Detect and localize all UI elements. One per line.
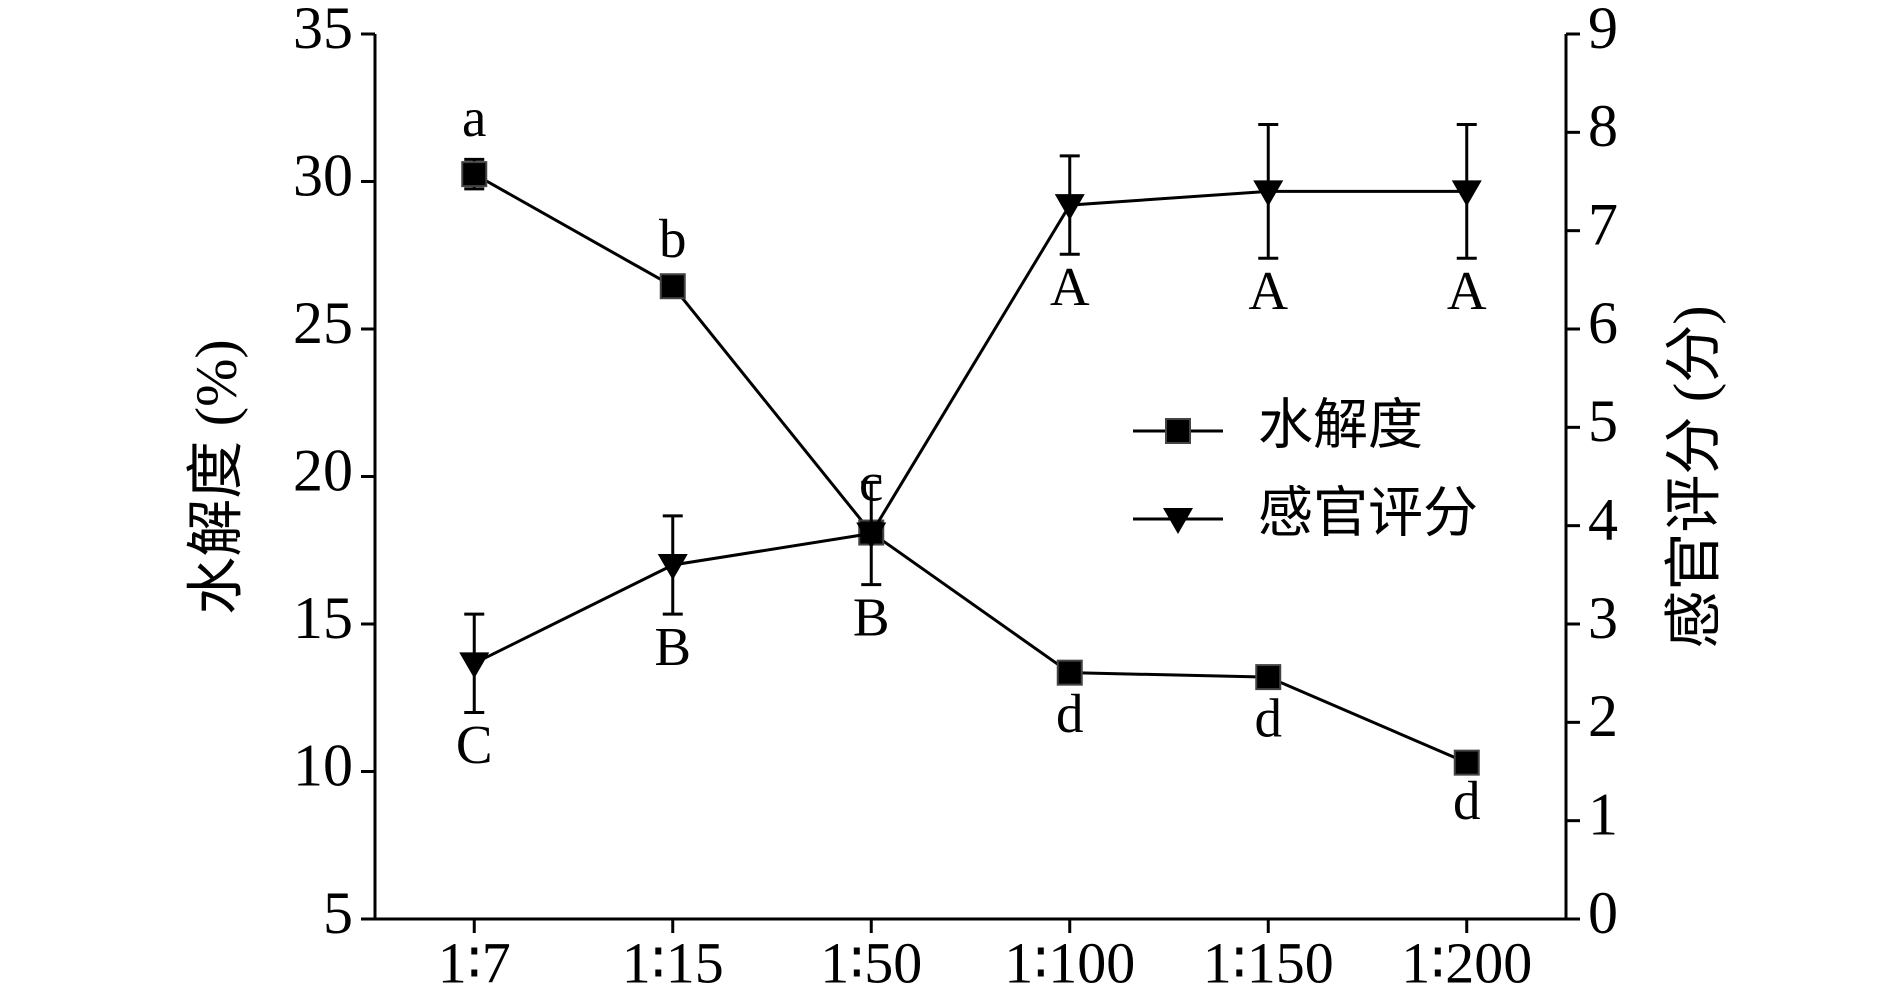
y2-tick-label: 2 — [1588, 683, 1618, 749]
x-tick-label: 1∶200 — [1401, 930, 1532, 992]
significance-label: d — [1255, 688, 1283, 749]
marker — [1165, 418, 1191, 444]
marker — [1451, 180, 1482, 207]
marker — [1255, 664, 1282, 691]
significance-label: b — [659, 208, 687, 269]
significance-label: B — [654, 616, 691, 677]
significance-label: C — [456, 714, 493, 775]
significance-label: d — [1056, 683, 1084, 744]
significance-label: A — [1248, 260, 1288, 321]
marker — [1253, 180, 1284, 207]
series-line — [473, 172, 1468, 765]
marker — [1056, 659, 1083, 686]
significance-label: A — [1447, 260, 1487, 321]
x-tick-label: 1∶15 — [622, 930, 724, 992]
y-tick-label: 35 — [293, 0, 353, 61]
y2-tick-label: 1 — [1588, 781, 1618, 847]
y2-tick-label: 8 — [1588, 93, 1618, 159]
y2-tick-label: 9 — [1588, 0, 1618, 61]
y2-tick-label: 3 — [1588, 585, 1618, 651]
marker — [1054, 194, 1085, 221]
significance-label: A — [1050, 256, 1090, 317]
marker — [461, 161, 488, 188]
marker — [1453, 749, 1480, 776]
y-tick-label: 25 — [293, 290, 353, 356]
legend-label: 水解度 — [1258, 395, 1423, 456]
significance-label: B — [853, 586, 890, 647]
y-tick-label: 15 — [293, 585, 353, 651]
y2-tick-label: 7 — [1588, 191, 1618, 257]
marker — [856, 522, 887, 549]
legend-label: 感官评分 — [1258, 483, 1478, 544]
y-axis-label: 水解度 (%) — [183, 339, 248, 614]
y2-tick-label: 6 — [1588, 290, 1618, 356]
x-tick-label: 1∶150 — [1203, 930, 1334, 992]
y-tick-label: 20 — [293, 437, 353, 503]
marker — [657, 554, 688, 580]
y-tick-label: 10 — [293, 732, 353, 798]
y-tick-label: 30 — [293, 142, 353, 208]
x-tick-label: 1∶100 — [1004, 930, 1135, 992]
series-line — [473, 189, 1467, 665]
x-tick-label: 1∶7 — [438, 930, 511, 992]
significance-label: d — [1453, 770, 1481, 831]
marker — [1163, 508, 1193, 534]
y2-tick-label: 0 — [1588, 880, 1618, 946]
y2-axis-label: 感官评分 (分) — [1661, 305, 1726, 648]
significance-label: a — [462, 87, 486, 148]
y-tick-label: 5 — [323, 880, 353, 946]
y2-tick-label: 5 — [1588, 388, 1618, 454]
marker — [459, 652, 490, 679]
y2-tick-label: 4 — [1588, 486, 1618, 552]
marker — [659, 273, 686, 300]
x-tick-label: 1∶50 — [820, 930, 922, 992]
